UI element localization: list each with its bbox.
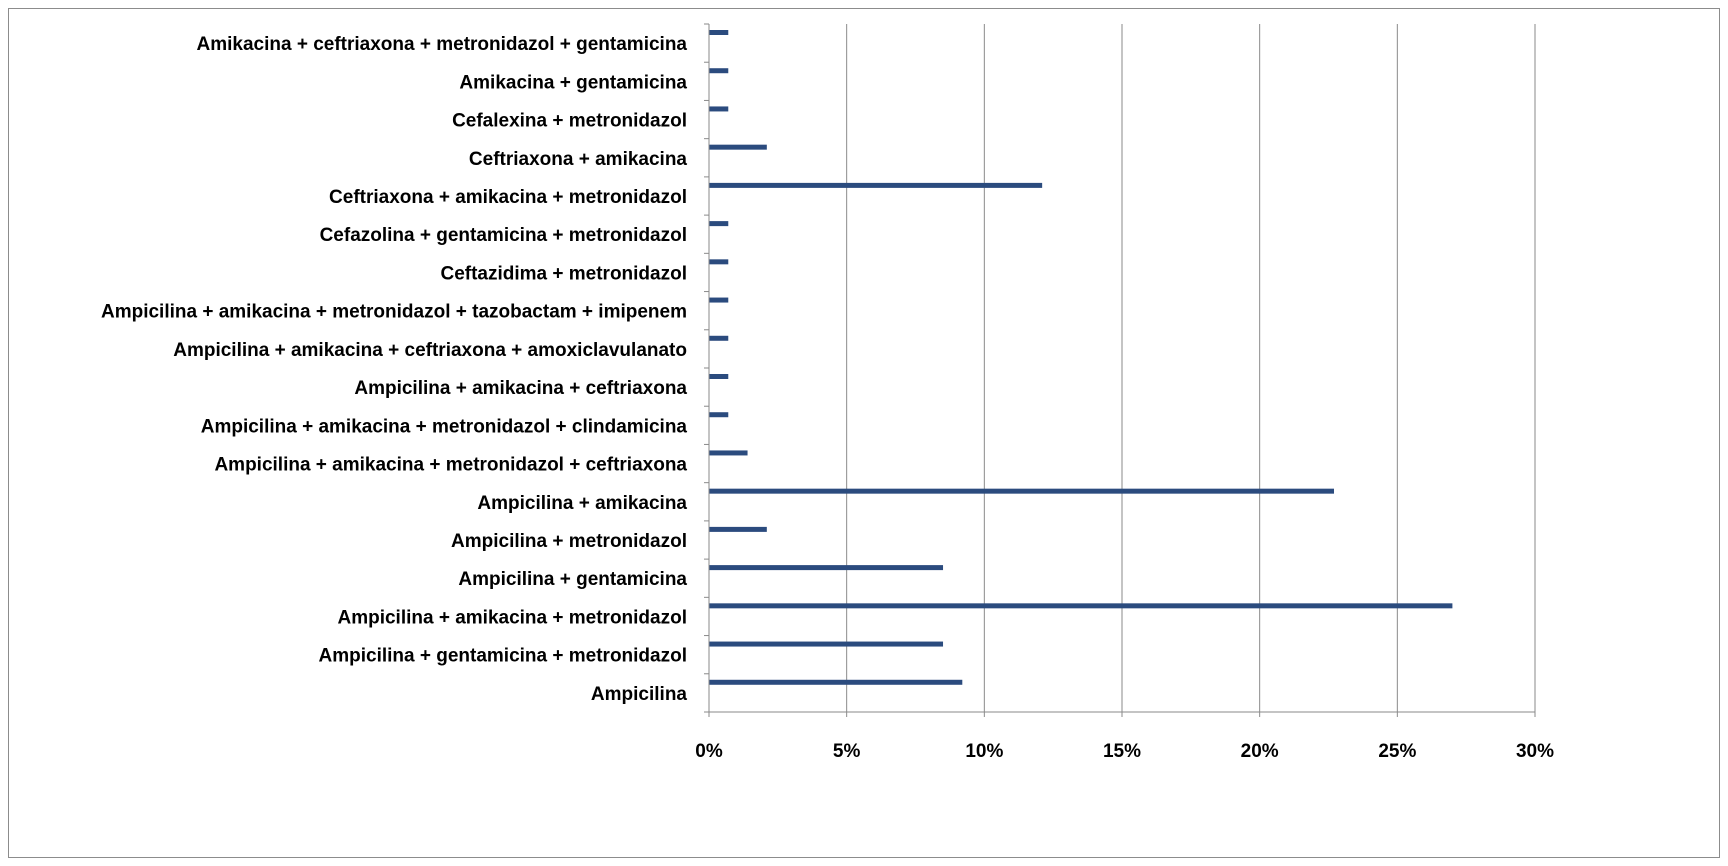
category-label: Ceftriaxona + amikacina [469, 149, 688, 170]
bar [709, 565, 944, 571]
bar [709, 450, 748, 456]
bar [709, 68, 729, 74]
bars [709, 30, 1453, 685]
x-tick-label: 5% [833, 741, 861, 762]
category-label: Ampicilina [591, 684, 688, 705]
bar [709, 526, 767, 532]
category-label: Amikacina + gentamicina [459, 72, 687, 93]
bar [709, 30, 729, 35]
category-label: Ampicilina + amikacina + metronidazol [337, 607, 687, 628]
bar [709, 221, 729, 227]
bar [709, 259, 729, 265]
x-tick-label: 10% [965, 741, 1003, 762]
category-label: Amikacina + ceftriaxona + metronidazol +… [197, 34, 688, 55]
category-label: Cefazolina + gentamicina + metronidazol [320, 225, 687, 246]
x-tick-label: 20% [1241, 741, 1279, 762]
bar [709, 144, 767, 150]
category-label: Ceftazidima + metronidazol [440, 263, 687, 284]
x-tick-label: 15% [1103, 741, 1141, 762]
bar [709, 106, 729, 112]
bar [709, 679, 963, 685]
bar [709, 641, 944, 647]
bar-chart: Ampicilina Ampicilina + gentamicina + met… [101, 23, 1554, 762]
category-labels: Ampicilina Ampicilina + gentamicina + met… [101, 34, 687, 705]
category-label: Ampicilina + amikacina + metronidazol + … [101, 302, 687, 323]
bar [709, 374, 729, 379]
x-tick-labels: 0% 5% 10% 15% 20% 25% 30% [695, 741, 1554, 762]
axes [704, 23, 1536, 717]
chart-frame: Ampicilina Ampicilina + gentamicina + met… [8, 8, 1720, 858]
x-tick-label: 30% [1516, 741, 1554, 762]
bar [709, 297, 729, 303]
gridlines [846, 24, 1536, 712]
x-tick-label: 25% [1378, 741, 1416, 762]
bar [709, 603, 1453, 609]
category-label: Ampicilina + gentamicina [458, 569, 687, 590]
x-tick-label: 0% [695, 741, 723, 762]
bar [709, 412, 729, 418]
category-label: Ampicilina + amikacina + metronidazol + … [214, 455, 687, 476]
category-label: Ampicilina + amikacina + ceftriaxona + a… [173, 340, 687, 361]
category-label: Ceftriaxona + amikacina + metronidazol [329, 187, 687, 208]
category-label: Ampicilina + amikacina [477, 493, 687, 514]
category-label: Cefalexina + metronidazol [452, 111, 687, 132]
category-label: Ampicilina + gentamicina + metronidazol [319, 646, 687, 667]
category-label: Ampicilina + amikacina + metronidazol + … [201, 416, 688, 437]
bar [709, 335, 729, 341]
category-label: Ampicilina + metronidazol [451, 531, 687, 552]
bar [709, 488, 1335, 494]
bar [709, 182, 1043, 188]
category-label: Ampicilina + amikacina + ceftriaxona [354, 378, 687, 399]
